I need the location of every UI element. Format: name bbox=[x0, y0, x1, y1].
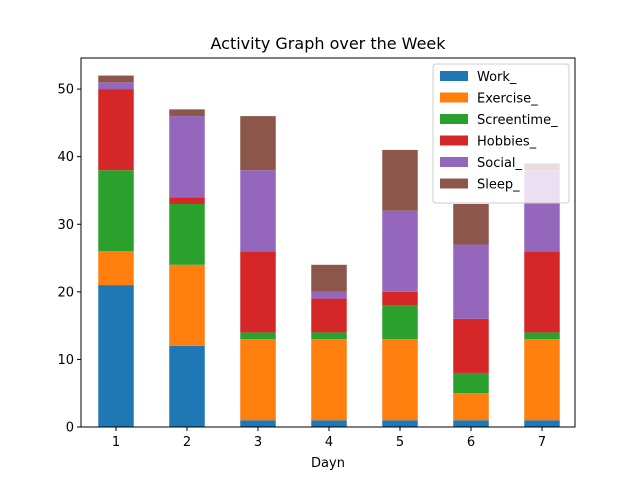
bar-exercise-day-4 bbox=[311, 339, 347, 421]
y-tick-label: 30 bbox=[57, 218, 74, 233]
legend-label: Work_ bbox=[477, 70, 517, 85]
bar-hobbies-day-4 bbox=[311, 298, 347, 333]
bar-screentime-day-4 bbox=[311, 332, 347, 340]
bar-work-day-6 bbox=[453, 420, 489, 427]
bar-exercise-day-2 bbox=[169, 264, 205, 346]
bar-hobbies-day-7 bbox=[524, 251, 560, 333]
bar-screentime-day-3 bbox=[240, 332, 276, 340]
bar-social-day-3 bbox=[240, 170, 276, 252]
bar-work-day-1 bbox=[98, 285, 134, 427]
bar-screentime-day-7 bbox=[524, 332, 560, 340]
bar-work-day-2 bbox=[169, 345, 205, 427]
chart-title: Activity Graph over the Week bbox=[210, 34, 446, 53]
bar-sleep-day-3 bbox=[240, 116, 276, 171]
y-tick-label: 10 bbox=[57, 353, 74, 368]
legend-swatch bbox=[440, 178, 468, 189]
bar-sleep-day-1 bbox=[98, 75, 134, 83]
bar-hobbies-day-5 bbox=[382, 291, 418, 306]
bar-sleep-day-5 bbox=[382, 149, 418, 211]
bar-social-day-4 bbox=[311, 291, 347, 299]
bar-screentime-day-1 bbox=[98, 170, 134, 252]
axes-frame bbox=[80, 57, 576, 428]
legend-label: Hobbies_ bbox=[477, 135, 537, 150]
bar-work-day-5 bbox=[382, 420, 418, 427]
x-tick-label: 6 bbox=[467, 435, 475, 450]
x-tick-label: 7 bbox=[538, 435, 546, 450]
legend-swatch bbox=[440, 135, 468, 146]
legend-label: Exercise_ bbox=[477, 92, 538, 107]
bar-social-day-2 bbox=[169, 116, 205, 198]
legend: Work_ Exercise_ Screentime_ Hobbies_ Social_… bbox=[432, 63, 570, 204]
y-tick-label: 0 bbox=[66, 421, 74, 436]
y-tick-label: 20 bbox=[57, 285, 74, 300]
bar-screentime-day-6 bbox=[453, 372, 489, 394]
legend-swatch bbox=[440, 114, 468, 124]
bar-social-day-5 bbox=[382, 210, 418, 292]
legend-swatch bbox=[440, 157, 468, 167]
bar-screentime-day-2 bbox=[169, 203, 205, 265]
bar-social-day-6 bbox=[453, 244, 489, 319]
y-tick-label: 50 bbox=[57, 83, 74, 98]
bar-social-day-1 bbox=[98, 82, 134, 90]
y-tick-label: 40 bbox=[57, 150, 74, 165]
bar-work-day-4 bbox=[311, 420, 347, 427]
bar-sleep-day-6 bbox=[453, 203, 489, 245]
bar-sleep-day-4 bbox=[311, 264, 347, 292]
x-tick-label: 4 bbox=[325, 435, 333, 450]
ticks-layer: 1 2 3 4 5 6 7 0 10 20 30 40 50 bbox=[57, 83, 546, 450]
bar-hobbies-day-6 bbox=[453, 318, 489, 373]
x-tick-label: 2 bbox=[183, 435, 191, 450]
bar-sleep-day-2 bbox=[169, 109, 205, 117]
bar-hobbies-day-2 bbox=[169, 197, 205, 204]
bar-exercise-day-6 bbox=[453, 393, 489, 421]
bars-layer bbox=[98, 75, 560, 427]
bar-work-day-7 bbox=[524, 420, 560, 427]
legend-label: Social_ bbox=[477, 156, 523, 171]
bar-exercise-day-7 bbox=[524, 339, 560, 421]
legend-swatch bbox=[440, 92, 468, 103]
bar-exercise-day-3 bbox=[240, 339, 276, 421]
bar-exercise-day-1 bbox=[98, 251, 134, 286]
bar-hobbies-day-1 bbox=[98, 89, 134, 171]
x-tick-label: 1 bbox=[112, 435, 120, 450]
x-tick-label: 5 bbox=[396, 435, 404, 450]
x-axis-label: Dayn bbox=[311, 456, 345, 471]
legend-swatch bbox=[440, 71, 468, 81]
bar-hobbies-day-3 bbox=[240, 251, 276, 333]
x-tick-label: 3 bbox=[254, 435, 262, 450]
bar-work-day-3 bbox=[240, 420, 276, 427]
bar-exercise-day-5 bbox=[382, 339, 418, 421]
bar-screentime-day-5 bbox=[382, 305, 418, 340]
legend-label: Screentime_ bbox=[477, 113, 558, 128]
legend-label: Sleep_ bbox=[477, 178, 520, 193]
